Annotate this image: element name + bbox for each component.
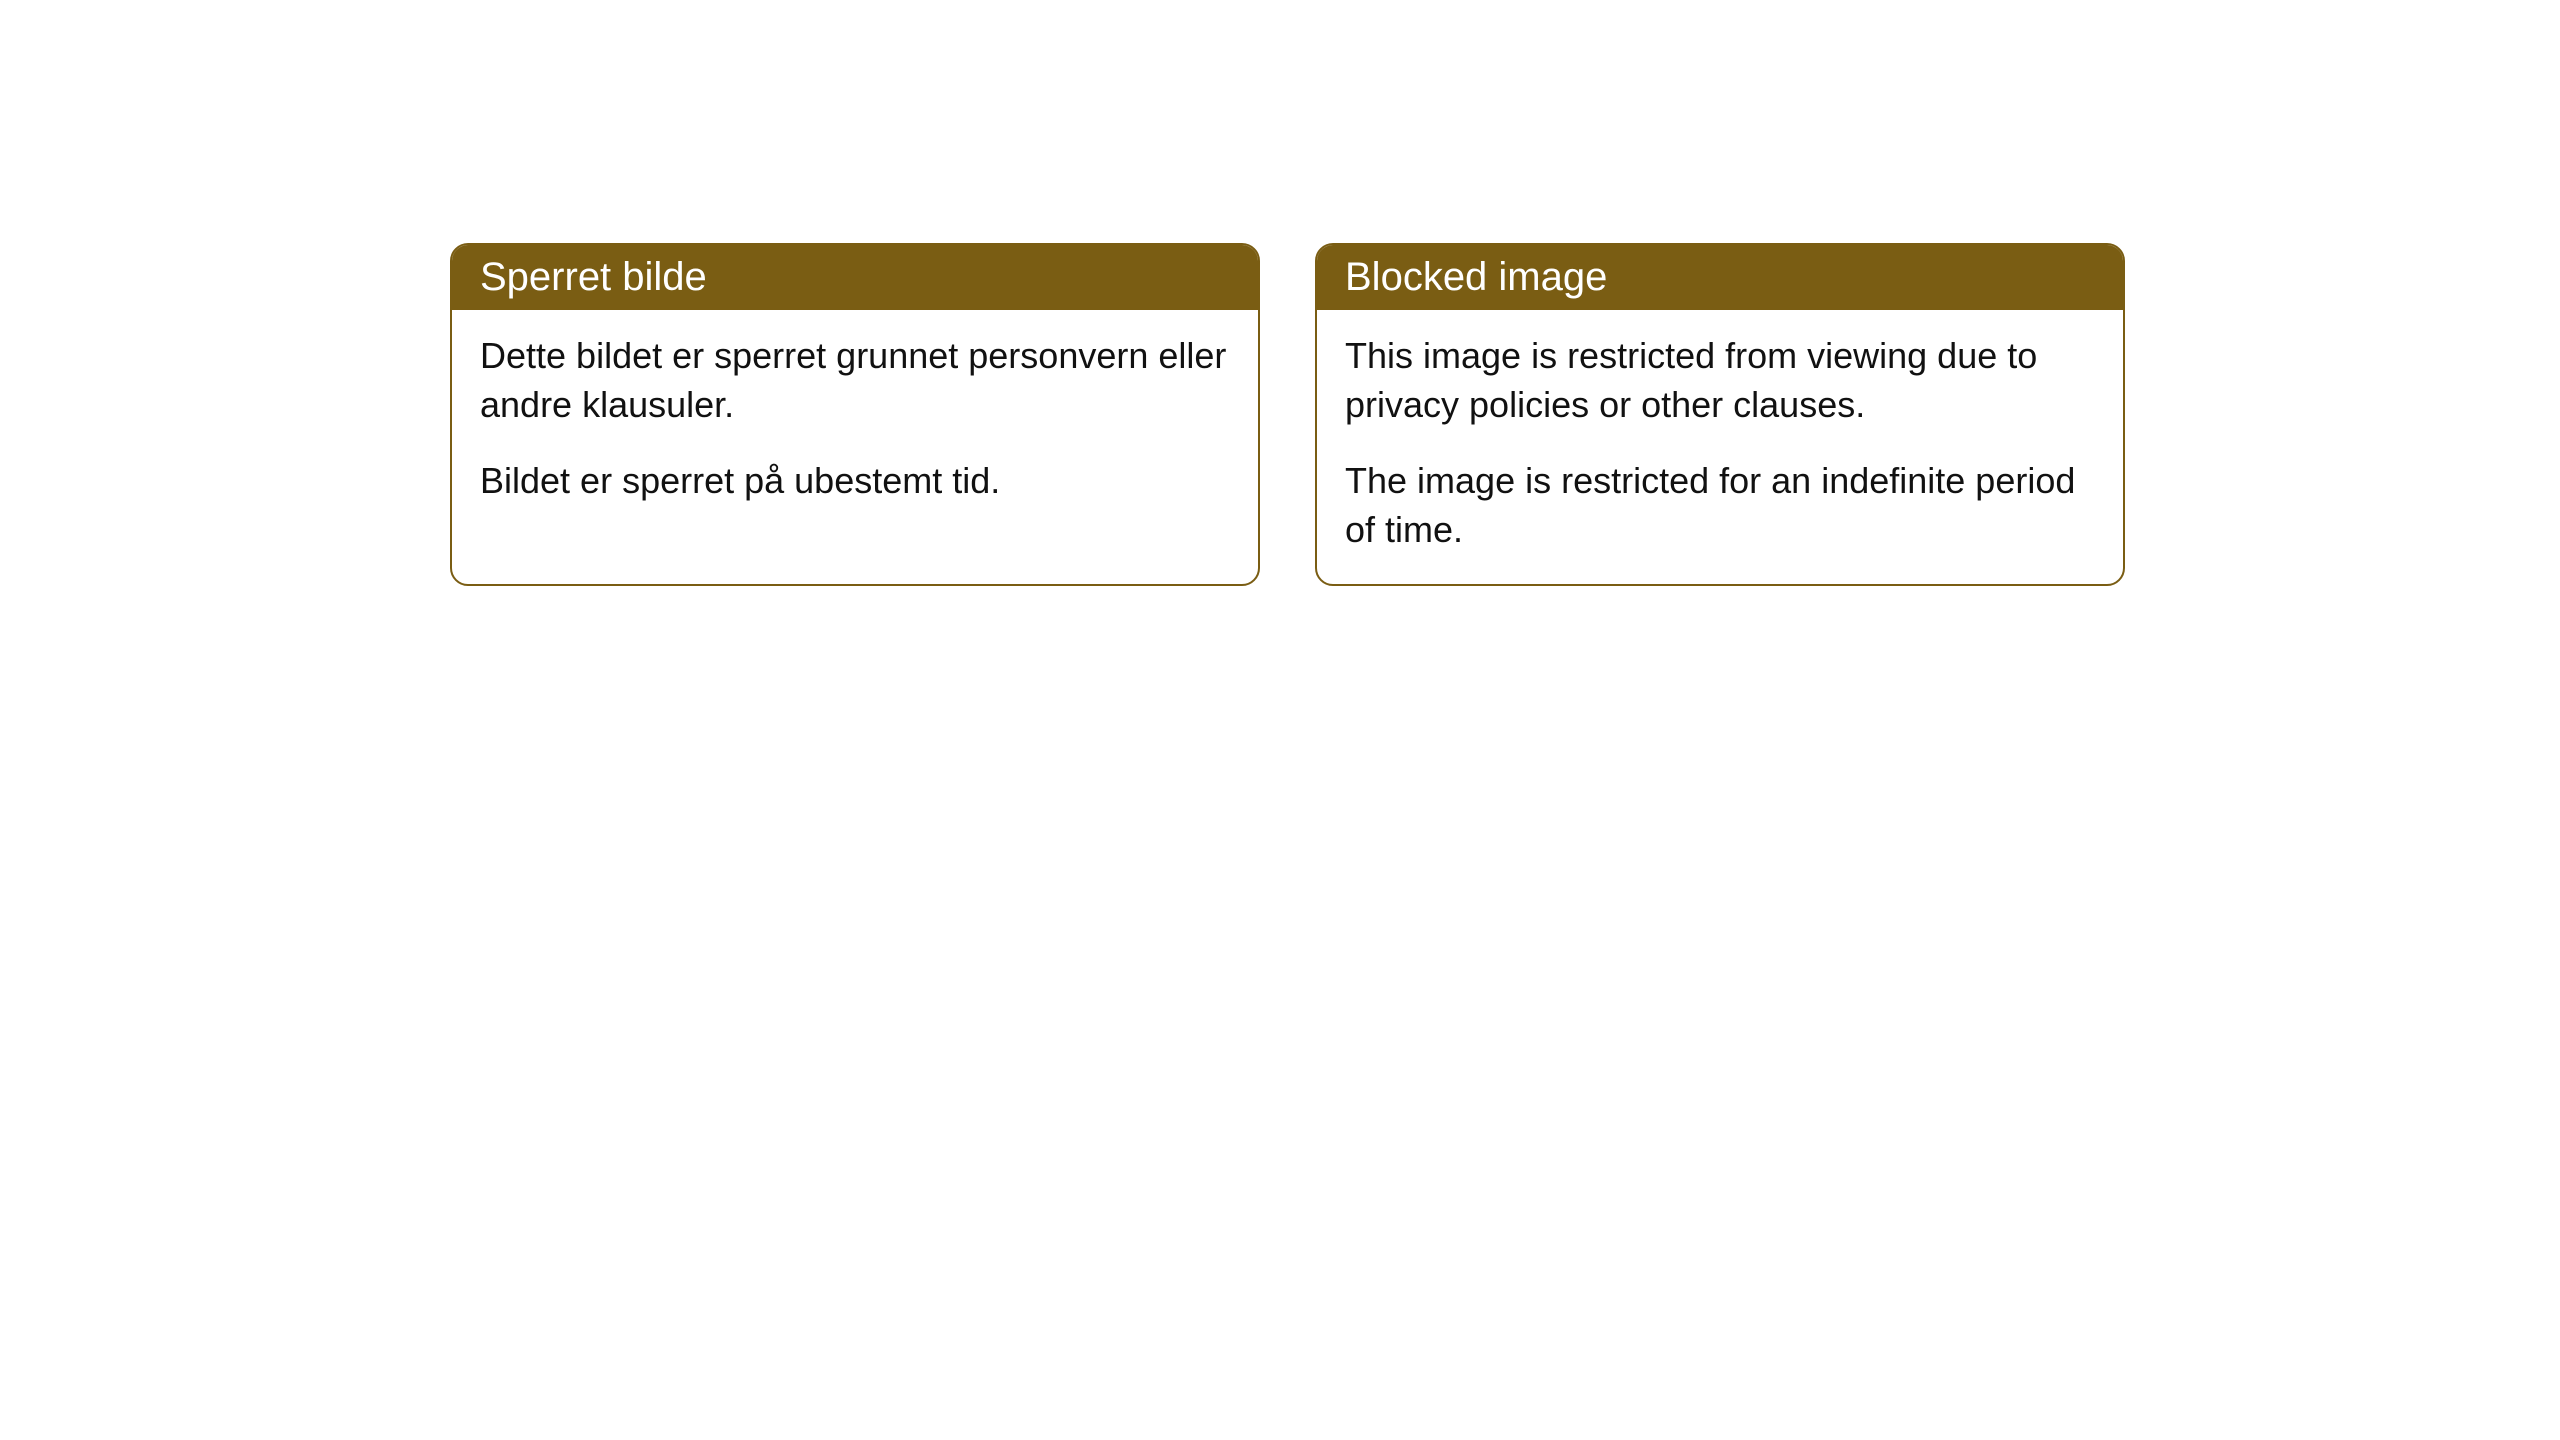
blocked-image-card-english: Blocked image This image is restricted f… xyxy=(1315,243,2125,586)
card-header-no: Sperret bilde xyxy=(452,245,1258,310)
card-body-en: This image is restricted from viewing du… xyxy=(1317,310,2123,584)
card-paragraph-en-2: The image is restricted for an indefinit… xyxy=(1345,457,2095,554)
card-body-no: Dette bildet er sperret grunnet personve… xyxy=(452,310,1258,536)
blocked-image-card-norwegian: Sperret bilde Dette bildet er sperret gr… xyxy=(450,243,1260,586)
card-header-en: Blocked image xyxy=(1317,245,2123,310)
card-paragraph-en-1: This image is restricted from viewing du… xyxy=(1345,332,2095,429)
message-cards-container: Sperret bilde Dette bildet er sperret gr… xyxy=(450,243,2125,586)
card-paragraph-no-1: Dette bildet er sperret grunnet personve… xyxy=(480,332,1230,429)
card-paragraph-no-2: Bildet er sperret på ubestemt tid. xyxy=(480,457,1230,506)
